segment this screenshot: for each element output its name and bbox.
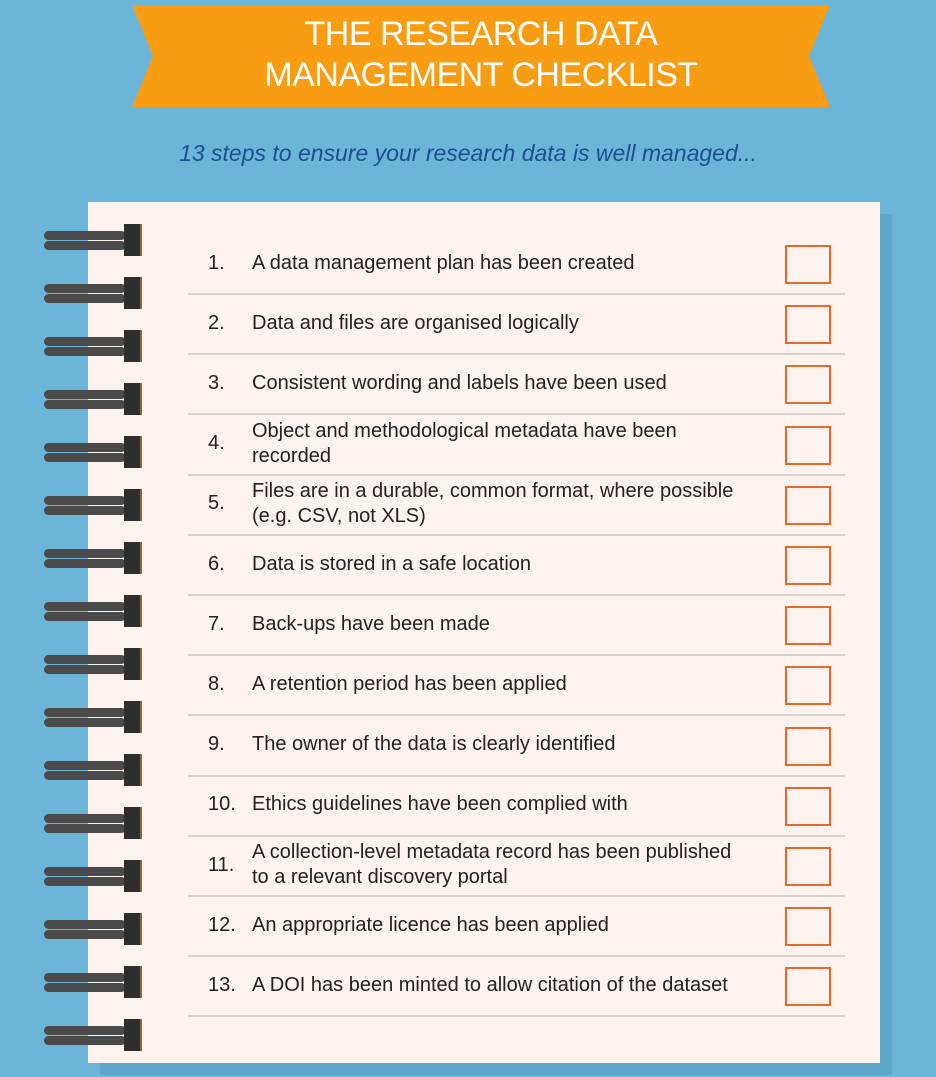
item-number: 13. [208, 973, 236, 996]
spiral-ring-icon [44, 966, 142, 998]
spiral-ring-icon [44, 383, 142, 415]
title-line-2: MANAGEMENT CHECKLIST [264, 56, 698, 94]
notebook-page [88, 202, 880, 1063]
page-title: THE RESEARCH DATA MANAGEMENT CHECKLIST [132, 14, 830, 96]
spiral-ring-icon [44, 595, 142, 627]
item-text: Ethics guidelines have been complied wit… [252, 793, 628, 816]
checkbox[interactable] [785, 726, 831, 766]
spiral-ring-icon [44, 277, 142, 309]
checklist-item: 9. The owner of the data is clearly ident… [188, 715, 845, 777]
checklist-item: 7. Back-ups have been made [188, 594, 845, 657]
item-number: 12. [208, 913, 236, 936]
spiral-ring-icon [44, 489, 142, 521]
title-line-1: THE RESEARCH DATA [304, 15, 658, 53]
item-text: Object and methodological metadata have … [252, 419, 677, 467]
item-number: 7. [208, 612, 225, 635]
item-number: 6. [208, 552, 225, 575]
spiral-ring-icon [44, 224, 142, 256]
checkbox[interactable] [785, 485, 831, 525]
spiral-ring-icon [44, 754, 142, 786]
checkbox[interactable] [785, 305, 831, 345]
item-text: Back-ups have been made [252, 612, 490, 635]
checklist-item: 6. Data is stored in a safe location [188, 534, 845, 596]
title-banner [132, 5, 830, 107]
checkbox[interactable] [785, 907, 831, 947]
spiral-ring-icon [44, 542, 142, 574]
checklist-item: 4. Object and methodological metadata hav… [188, 414, 845, 476]
spiral-ring-icon [44, 436, 142, 468]
spiral-ring-icon [44, 701, 142, 733]
item-text: A collection-level metadata record has b… [252, 841, 732, 888]
spiral-ring-icon [44, 860, 142, 892]
checkbox[interactable] [785, 786, 831, 826]
item-text: Files are in a durable, common format, w… [252, 479, 734, 527]
item-text: Data and files are organised logically [252, 311, 579, 334]
checklist-item: 5. Files are in a durable, common format,… [188, 474, 845, 536]
checklist-item: 2. Data and files are organised logically [188, 293, 845, 356]
checkbox[interactable] [785, 666, 831, 706]
checklist-item: 8. A retention period has been applied [188, 654, 845, 717]
item-number: 11. [208, 853, 235, 876]
item-number: 10. [208, 793, 236, 816]
item-number: 4. [208, 432, 225, 455]
spiral-ring-icon [44, 913, 142, 945]
item-number: 2. [208, 311, 225, 334]
checkbox[interactable] [785, 365, 831, 405]
item-number: 3. [208, 371, 225, 394]
checklist-item: 12. An appropriate licence has been appli… [188, 895, 845, 958]
checkbox[interactable] [785, 245, 831, 284]
subtitle: 13 steps to ensure your research data is… [179, 140, 757, 166]
checkbox[interactable] [785, 967, 831, 1007]
item-text: A retention period has been applied [252, 672, 567, 695]
checklist-item: 3. Consistent wording and labels have bee… [188, 353, 845, 416]
spiral-ring-icon [44, 648, 142, 680]
checkbox[interactable] [785, 425, 831, 465]
item-text: A DOI has been minted to allow citation … [252, 973, 728, 996]
checkbox[interactable] [785, 546, 831, 585]
item-text: Data is stored in a safe location [252, 552, 532, 575]
spiral-ring-icon [44, 330, 142, 362]
checkbox[interactable] [785, 606, 831, 646]
item-number: 5. [208, 492, 225, 515]
spiral-ring-icon [44, 807, 142, 839]
item-text: A data management plan has been created [252, 251, 635, 274]
item-text: An appropriate licence has been applied [252, 913, 609, 936]
checklist-item: 11. A collection-level metadata record ha… [188, 835, 845, 897]
spiral-ring-icon [44, 1019, 142, 1051]
item-number: 9. [208, 733, 225, 756]
checkbox[interactable] [785, 847, 831, 886]
item-number: 8. [208, 672, 225, 695]
checklist-item: 1. A data management plan has been create… [188, 233, 845, 295]
checklist-item: 13. A DOI has been minted to allow citati… [188, 955, 845, 1018]
item-text: Consistent wording and labels have been … [252, 371, 667, 394]
item-number: 1. [208, 251, 225, 274]
item-text: The owner of the data is clearly identif… [252, 733, 616, 756]
checklist-item: 10. Ethics guidelines have been complied … [188, 775, 845, 837]
